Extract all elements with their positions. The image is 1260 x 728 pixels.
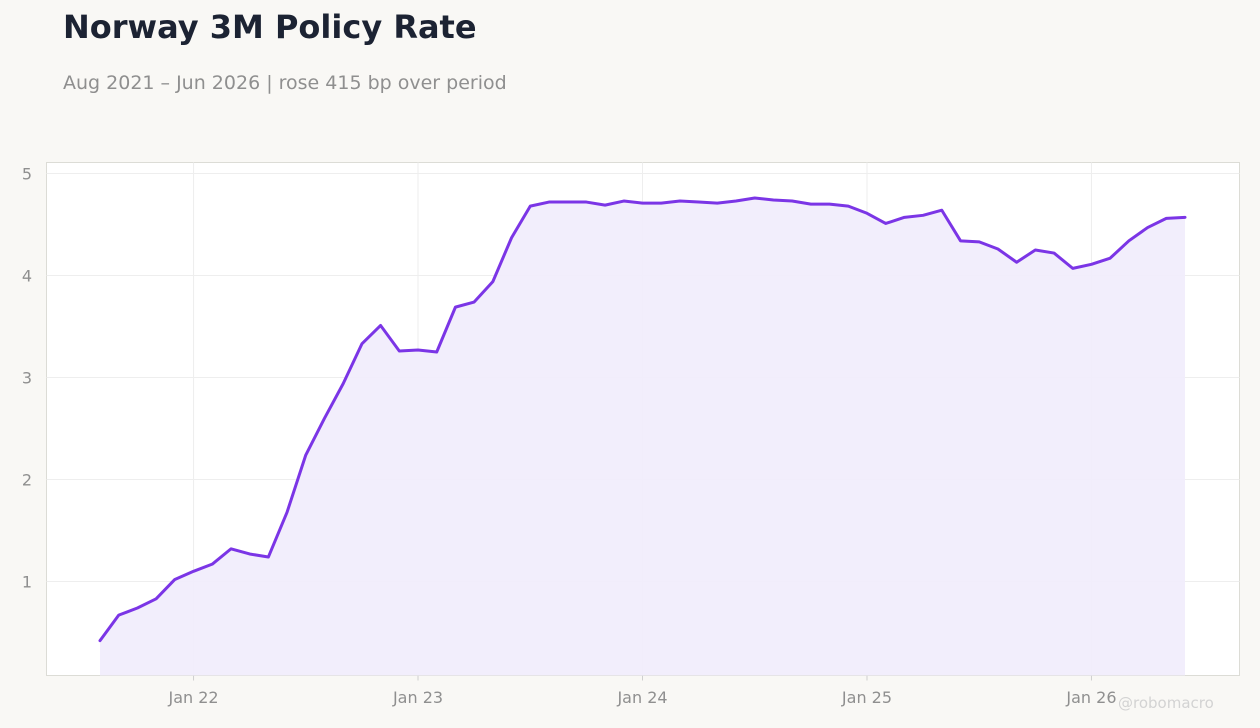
data-point <box>1034 249 1037 252</box>
x-tick-label: Jan 22 <box>167 688 218 707</box>
data-point <box>510 236 513 239</box>
series-area-fill <box>100 197 1185 676</box>
watermark: @robomacro <box>1118 694 1214 712</box>
data-point <box>791 200 794 203</box>
chart-title: Norway 3M Policy Rate <box>63 8 477 46</box>
data-point <box>454 306 457 309</box>
y-tick-label: 4 <box>22 267 32 286</box>
y-tick-label: 2 <box>22 471 32 490</box>
data-point <box>697 201 700 204</box>
data-point <box>1146 226 1149 229</box>
data-point <box>1071 267 1074 270</box>
data-point <box>379 324 382 327</box>
data-point <box>342 382 345 385</box>
data-point <box>753 196 756 199</box>
data-point <box>585 201 588 204</box>
x-tick-label: Jan 24 <box>616 688 667 707</box>
data-point <box>286 511 289 514</box>
y-tick-label: 1 <box>22 573 32 592</box>
data-point <box>735 200 738 203</box>
data-point <box>1109 257 1112 260</box>
data-point <box>267 556 270 559</box>
data-point <box>435 351 438 354</box>
data-point <box>248 552 251 555</box>
data-point <box>1015 261 1018 264</box>
data-point <box>660 202 663 205</box>
data-point <box>211 563 214 566</box>
data-point <box>155 597 158 600</box>
data-point <box>772 199 775 202</box>
x-tick-label: Jan 26 <box>1065 688 1116 707</box>
data-point <box>1090 263 1093 266</box>
data-point <box>136 607 139 610</box>
data-point <box>1127 239 1130 242</box>
data-point <box>996 247 999 250</box>
data-point <box>173 578 176 581</box>
data-point <box>1053 252 1056 255</box>
data-point <box>959 239 962 242</box>
data-point <box>940 209 943 212</box>
data-point <box>398 349 401 352</box>
y-axis: 1 2 3 4 5 <box>22 165 32 592</box>
series-line <box>98 196 1187 643</box>
data-point <box>1184 216 1187 219</box>
data-point <box>828 203 831 206</box>
data-point <box>99 639 102 642</box>
data-point <box>473 301 476 304</box>
y-tick-label: 3 <box>22 369 32 388</box>
x-axis: Jan 22 Jan 23 Jan 24 Jan 25 Jan 26 <box>167 675 1117 707</box>
data-point <box>192 570 195 573</box>
data-point <box>491 280 494 283</box>
data-point <box>809 203 812 206</box>
data-point <box>1165 217 1168 220</box>
data-point <box>604 204 607 207</box>
data-point <box>716 202 719 205</box>
data-point <box>922 214 925 217</box>
data-point <box>566 201 569 204</box>
y-tick-label: 5 <box>22 165 32 184</box>
data-point <box>529 205 532 208</box>
x-tick-label: Jan 25 <box>841 688 892 707</box>
data-point <box>323 417 326 420</box>
data-point <box>884 222 887 225</box>
data-point <box>678 200 681 203</box>
x-tick-label: Jan 23 <box>392 688 443 707</box>
data-point <box>978 240 981 243</box>
data-point <box>229 547 232 550</box>
data-point <box>304 454 307 457</box>
data-point <box>547 201 550 204</box>
data-point <box>903 216 906 219</box>
data-point <box>417 348 420 351</box>
data-point <box>360 342 363 345</box>
data-point <box>117 614 120 617</box>
data-point <box>847 205 850 208</box>
data-point <box>641 202 644 205</box>
data-point <box>622 200 625 203</box>
data-point <box>865 212 868 215</box>
chart-subtitle: Aug 2021 – Jun 2026 | rose 415 bp over p… <box>63 72 507 94</box>
